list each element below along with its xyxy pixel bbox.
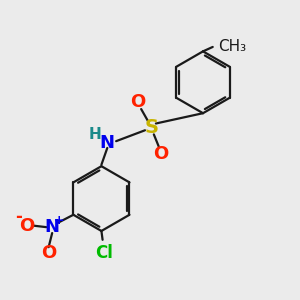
- Text: O: O: [20, 217, 35, 235]
- Text: -: -: [16, 208, 22, 226]
- Text: H: H: [88, 127, 101, 142]
- Text: Cl: Cl: [95, 244, 113, 262]
- Text: +: +: [53, 214, 64, 227]
- Text: O: O: [41, 244, 56, 262]
- Text: O: O: [153, 145, 168, 163]
- Text: N: N: [45, 218, 60, 236]
- Text: O: O: [130, 93, 146, 111]
- Text: CH₃: CH₃: [219, 39, 247, 54]
- Text: N: N: [100, 134, 115, 152]
- Text: S: S: [145, 118, 158, 137]
